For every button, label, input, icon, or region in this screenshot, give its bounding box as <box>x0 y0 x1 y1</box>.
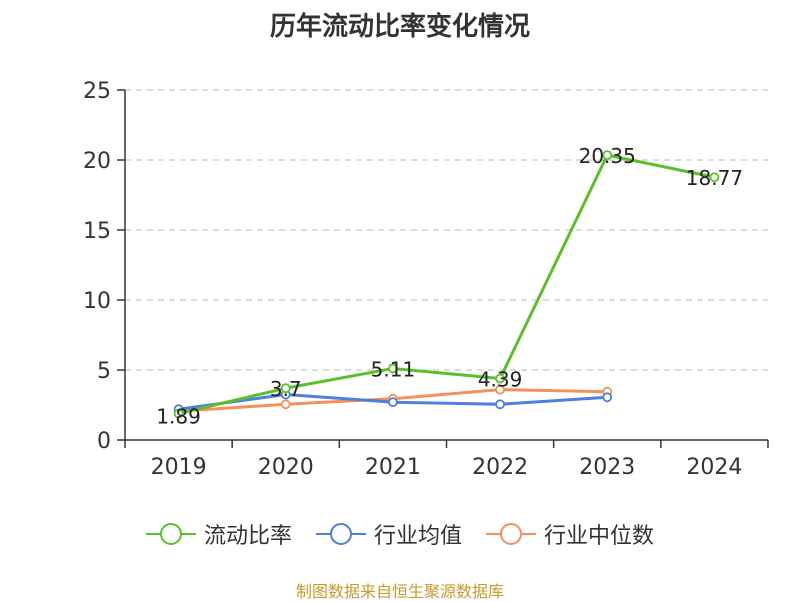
y-tick-label: 0 <box>97 429 111 454</box>
x-tick-label: 2022 <box>472 455 528 480</box>
x-tick-label: 2019 <box>151 455 207 480</box>
x-tick-label: 2023 <box>579 455 635 480</box>
data-label: 3.7 <box>270 377 302 401</box>
y-tick-label: 5 <box>97 359 111 384</box>
data-point[interactable] <box>495 399 505 410</box>
axes: 0 5 10 15 20 25 2019 2020 2021 2022 2023 2024 <box>83 79 769 480</box>
legend-line-marker-icon <box>315 523 366 545</box>
data-label: 20.35 <box>579 144 636 168</box>
data-label: 1.89 <box>156 405 201 429</box>
legend-label: 行业中位数 <box>544 524 655 549</box>
data-labels: 1.89 3.7 5.11 4.39 20.35 18.77 <box>156 144 743 428</box>
x-tick-label: 2024 <box>686 455 742 480</box>
legend-label: 行业均值 <box>373 524 462 549</box>
y-tick-label: 10 <box>83 289 111 314</box>
y-tick-label: 20 <box>83 149 111 174</box>
data-label: 5.11 <box>371 357 416 381</box>
chart-title: 历年流动比率变化情况 <box>269 12 530 42</box>
data-point[interactable] <box>280 399 291 410</box>
data-point[interactable] <box>173 408 184 419</box>
data-point[interactable] <box>280 383 291 394</box>
legend-item-industry-mean[interactable]: 行业均值 <box>315 518 462 550</box>
legend-line-marker-icon <box>486 523 536 545</box>
data-label: 4.39 <box>478 368 523 392</box>
data-point[interactable] <box>495 384 505 395</box>
line-chart: 0 5 10 15 20 25 2019 2020 2021 2022 2023 2024 1.89 3… <box>83 79 769 480</box>
data-point[interactable] <box>602 392 613 403</box>
series-line-0 <box>178 153 715 415</box>
data-point[interactable] <box>602 150 613 161</box>
data-label: 18.77 <box>686 166 743 190</box>
x-tick-label: 2020 <box>258 455 314 480</box>
legend-item-current-ratio[interactable]: 流动比率 <box>145 518 292 550</box>
data-point[interactable] <box>388 397 398 408</box>
legend-label: 流动比率 <box>203 524 292 549</box>
data-point[interactable] <box>709 172 720 183</box>
series-lines <box>173 150 720 419</box>
legend-line-marker-icon <box>145 523 196 545</box>
legend-item-industry-median[interactable]: 行业中位数 <box>486 518 654 550</box>
legend: 流动比率 行业均值 行业中位数 <box>0 518 800 550</box>
data-point[interactable] <box>495 373 505 384</box>
grid-lines <box>125 89 768 371</box>
x-tick-label: 2021 <box>365 455 421 480</box>
y-tick-label: 15 <box>83 219 111 244</box>
y-tick-label: 25 <box>83 79 111 104</box>
data-point[interactable] <box>388 363 398 374</box>
source-note: 制图数据来自恒生聚源数据库 <box>295 582 504 601</box>
